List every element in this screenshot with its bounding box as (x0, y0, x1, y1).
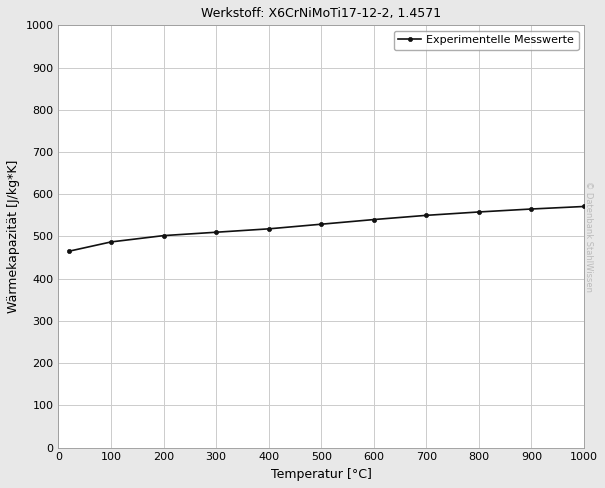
Y-axis label: Wärmekapazität [J/kg*K]: Wärmekapazität [J/kg*K] (7, 160, 20, 313)
Line: Experimentelle Messwerte: Experimentelle Messwerte (67, 204, 586, 253)
Experimentelle Messwerte (476, 209, 483, 215)
Title: Werkstoff: X6CrNiMoTi17-12-2, 1.4571: Werkstoff: X6CrNiMoTi17-12-2, 1.4571 (201, 7, 441, 20)
X-axis label: Temperatur [°C]: Temperatur [°C] (271, 468, 371, 481)
Experimentelle Messwerte (580, 203, 587, 209)
Experimentelle Messwerte (65, 248, 73, 254)
Experimentelle Messwerte (370, 217, 378, 223)
Experimentelle Messwerte (528, 206, 535, 212)
Experimentelle Messwerte (423, 212, 430, 218)
Experimentelle Messwerte (265, 226, 272, 232)
Experimentelle Messwerte (318, 221, 325, 227)
Legend: Experimentelle Messwerte: Experimentelle Messwerte (394, 31, 578, 50)
Text: © Datenbank StahlWissen: © Datenbank StahlWissen (584, 181, 593, 292)
Experimentelle Messwerte (212, 229, 220, 235)
Experimentelle Messwerte (160, 233, 167, 239)
Experimentelle Messwerte (107, 239, 114, 245)
